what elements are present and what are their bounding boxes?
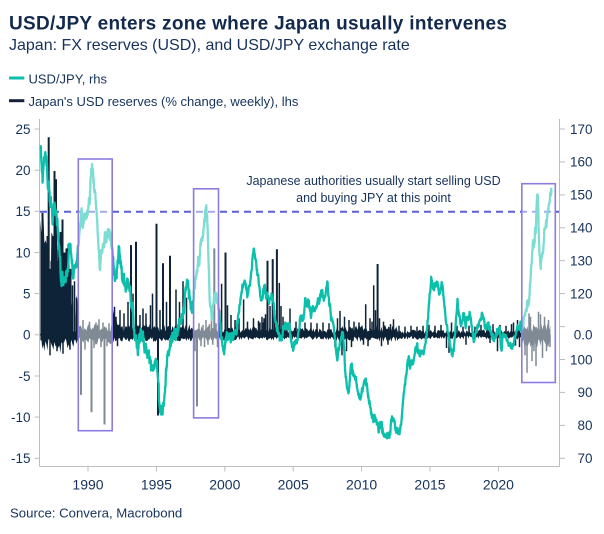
svg-text:Japan: FX reserves (USD), and: Japan: FX reserves (USD), and USD/JPY ex…	[9, 37, 410, 54]
svg-text:-5: -5	[18, 369, 30, 384]
svg-text:1990: 1990	[72, 477, 103, 493]
svg-text:120: 120	[570, 286, 593, 301]
svg-text:2015: 2015	[414, 477, 445, 493]
svg-text:100: 100	[570, 352, 593, 367]
svg-text:2000: 2000	[209, 477, 240, 493]
svg-text:Source: Convera, Macrobond: Source: Convera, Macrobond	[10, 506, 182, 521]
svg-text:0.0: 0.0	[574, 328, 593, 343]
svg-text:160: 160	[570, 155, 593, 170]
svg-text:USD/JPY, rhs: USD/JPY, rhs	[29, 72, 108, 87]
svg-text:5: 5	[23, 286, 31, 301]
svg-text:130: 130	[570, 254, 593, 269]
svg-text:2005: 2005	[278, 477, 309, 493]
svg-text:10: 10	[15, 245, 30, 260]
svg-text:and buying JPY at this point: and buying JPY at this point	[296, 191, 451, 205]
svg-text:15: 15	[15, 204, 30, 219]
svg-text:140: 140	[570, 221, 593, 236]
svg-text:170: 170	[570, 122, 593, 137]
svg-text:Japanese authorities usually s: Japanese authorities usually start selli…	[246, 174, 500, 188]
svg-text:150: 150	[570, 188, 593, 203]
svg-text:-15: -15	[11, 451, 31, 466]
svg-text:-10: -10	[11, 410, 31, 425]
svg-text:20: 20	[15, 163, 30, 178]
svg-text:USD/JPY enters zone where Japa: USD/JPY enters zone where Japan usually …	[9, 14, 507, 35]
svg-text:Japan's USD reserves (% change: Japan's USD reserves (% change, weekly),…	[29, 94, 299, 109]
svg-text:70: 70	[577, 451, 592, 466]
svg-text:25: 25	[15, 122, 30, 137]
svg-text:1995: 1995	[141, 477, 172, 493]
svg-text:2020: 2020	[483, 477, 514, 493]
svg-text:80: 80	[577, 418, 592, 433]
svg-text:90: 90	[577, 385, 592, 400]
svg-text:2010: 2010	[346, 477, 377, 493]
svg-text:0: 0	[23, 328, 31, 343]
